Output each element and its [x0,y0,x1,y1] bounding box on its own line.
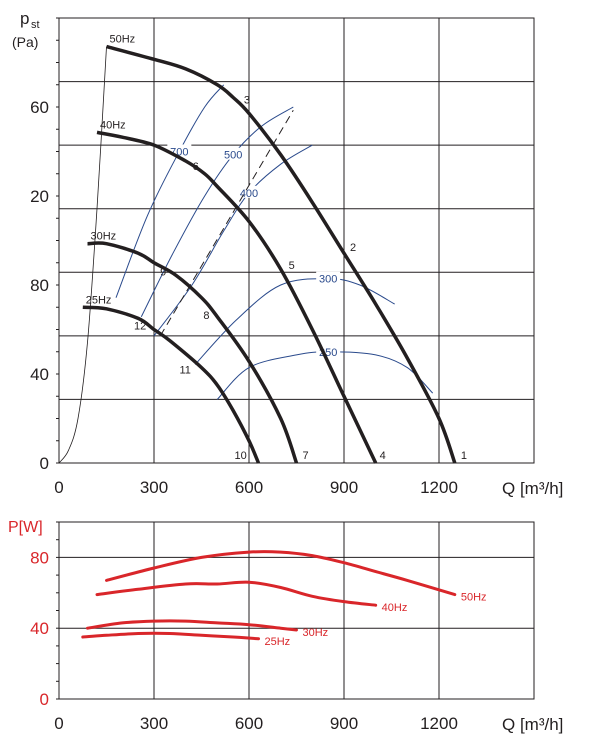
pressure-xtick-label: 600 [235,478,263,497]
iso-label-bg [316,271,341,284]
operating-point-1: 1 [461,450,467,462]
power-curve-25Hz [81,631,260,641]
power-ytick-label: 80 [30,548,49,567]
pressure-ylabel-sub: st [31,19,40,31]
pressure-series-label-40Hz: 40Hz [100,119,126,131]
power-ytick-label: 40 [30,619,49,638]
pressure-ytick-label: 80 [30,276,49,295]
iso-curve-500 [140,106,294,318]
operating-point-9: 9 [160,266,166,278]
operating-point-11: 11 [180,365,191,377]
dashed-reference-line [159,109,294,337]
operating-point-7: 7 [303,450,309,462]
power-xtick-label: 900 [330,714,358,733]
pressure-ylabel-main: p [20,9,29,28]
pressure-ytick-label: 20 [30,187,49,206]
power-series-label-25Hz: 25Hz [265,636,291,648]
pressure-ylabel-unit: (Pa) [12,34,38,50]
power-ylabel: P[W] [8,519,43,536]
pressure-ytick-label: 0 [40,454,49,473]
operating-point-3: 3 [244,94,250,106]
pressure-curve-40Hz [96,130,378,464]
operating-point-12: 12 [134,321,146,333]
operating-point-6: 6 [193,161,199,173]
iso-label-bg [221,147,246,160]
operating-point-10: 10 [235,450,247,462]
pressure-series-label-25Hz: 25Hz [86,294,112,306]
pressure-series-label-50Hz: 50Hz [110,34,136,46]
operating-point-4: 4 [380,450,386,462]
power-curve-50Hz [105,550,457,597]
operating-point-8: 8 [203,310,209,322]
power-curve-30Hz [86,619,298,632]
power-xlabel: Q [m³/h] [502,715,563,734]
pressure-ytick-label: 60 [30,98,49,117]
power-ytick-label: 0 [40,690,49,709]
system-curve [58,46,107,464]
pressure-plot-frame [58,17,535,464]
power-series-label-40Hz: 40Hz [382,602,408,614]
iso-label-300: 300 [319,274,337,286]
pressure-curve-50Hz [106,44,457,464]
power-series-label-30Hz: 30Hz [303,627,329,639]
pressure-xtick-label: 0 [54,478,63,497]
operating-point-2: 2 [350,242,356,254]
pressure-series-label-30Hz: 30Hz [91,231,117,243]
pressure-xtick-label: 900 [330,478,358,497]
power-xtick-label: 300 [140,714,168,733]
pressure-xtick-label: 1200 [420,478,458,497]
iso-label-400: 400 [240,188,258,200]
pressure-curve-30Hz [87,241,299,464]
power-xtick-label: 1200 [420,714,458,733]
iso-curve-400 [153,144,313,337]
power-series-label-50Hz: 50Hz [461,592,487,604]
power-plot-frame [58,521,535,700]
pressure-xtick-label: 300 [140,478,168,497]
power-xtick-label: 0 [54,714,63,733]
pressure-xlabel: Q [m³/h] [502,479,563,498]
pressure-ytick-label: 40 [30,365,49,384]
iso-label-500: 500 [224,150,242,162]
operating-point-5: 5 [289,260,295,272]
power-chart: 0 300 600 900 1200 0 40 80 50Hz 40Hz 30Hz 25Hz P[W… [8,519,563,734]
power-xtick-label: 600 [235,714,263,733]
power-curve-40Hz [95,580,378,607]
pressure-curve-25Hz [82,305,261,464]
